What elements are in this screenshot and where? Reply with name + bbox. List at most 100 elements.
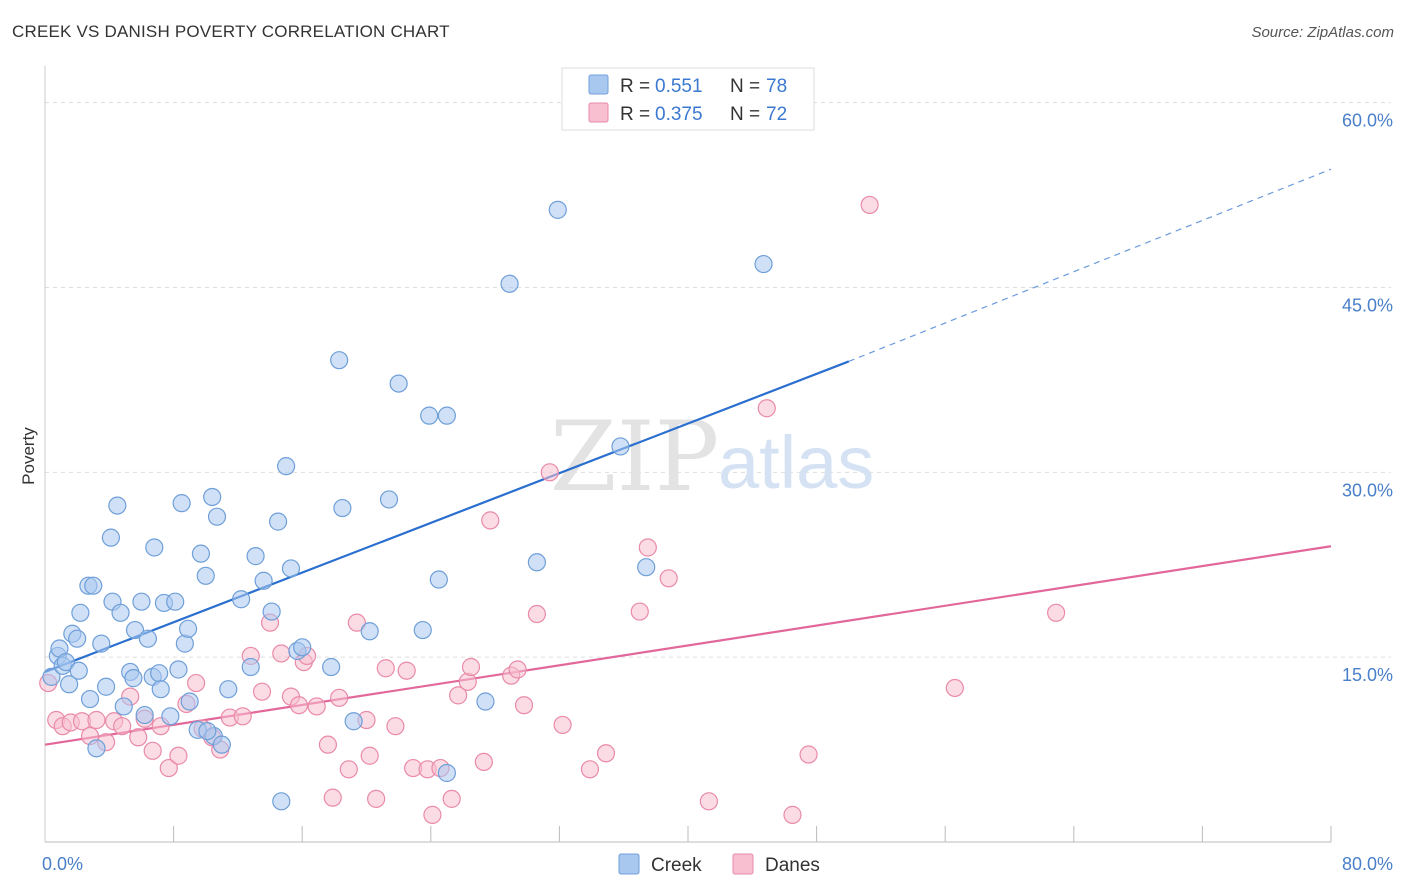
bottom-legend-danes-label: Danes <box>765 855 820 876</box>
watermark-atlas: atlas <box>718 421 874 504</box>
creek-point <box>272 792 291 811</box>
creek-point <box>178 619 198 638</box>
creek-point <box>379 490 399 509</box>
danes-point <box>252 682 272 701</box>
creek-point <box>500 274 519 293</box>
creek-point <box>80 689 100 709</box>
danes-point <box>87 710 106 730</box>
creek-point <box>420 406 439 425</box>
danes-point <box>423 805 442 824</box>
creek-point <box>96 677 116 696</box>
creek-point <box>754 254 773 274</box>
danes-point <box>630 602 649 621</box>
creek-point <box>232 590 251 609</box>
bottom-legend-creek-swatch <box>618 853 640 875</box>
danes-point <box>1047 603 1066 622</box>
creek-point <box>151 680 170 699</box>
trend-layer <box>44 168 1332 746</box>
danes-point <box>330 688 349 707</box>
creek-point <box>68 629 87 648</box>
creek-point <box>437 406 456 425</box>
x-tick-label: 80.0% <box>1342 854 1393 874</box>
creek-point <box>114 697 133 716</box>
danes-point <box>449 686 468 705</box>
source-label: Source: ZipAtlas.com <box>1251 24 1394 41</box>
danes-point <box>508 660 527 679</box>
danes-point <box>659 569 678 588</box>
creek-point <box>360 622 379 641</box>
legend-creek-n-value: 78 <box>766 76 787 97</box>
y-axis-label: Poverty <box>19 427 38 485</box>
creek-trend-extension <box>848 168 1332 362</box>
creek-point <box>111 603 130 622</box>
creek-point <box>196 566 215 585</box>
legend-creek-n-label: N = <box>730 76 760 97</box>
creek-point <box>161 707 180 726</box>
creek-point <box>101 528 121 547</box>
creek-point <box>389 374 408 393</box>
creek-point <box>56 652 75 672</box>
grid-layer <box>45 102 1391 658</box>
creek-point <box>203 487 222 507</box>
danes-point <box>945 678 964 698</box>
creek-point <box>60 675 79 694</box>
creek-point <box>71 603 90 622</box>
creek-point <box>246 547 265 566</box>
watermark-zip: ZIP <box>550 401 719 513</box>
legend-danes-r-value: 0.375 <box>655 104 703 125</box>
danes-point <box>397 661 416 680</box>
danes-point <box>461 657 481 677</box>
creek-point <box>175 634 194 653</box>
x-tick-label: 0.0% <box>42 854 83 874</box>
creek-point <box>344 712 363 731</box>
danes-point <box>458 672 477 691</box>
danes-point <box>527 604 546 624</box>
danes-point <box>272 644 291 663</box>
danes-point <box>580 760 600 779</box>
creek-point <box>281 559 301 578</box>
creek-point <box>132 592 151 611</box>
danes-point <box>289 696 309 715</box>
legend-danes-r-label: R = <box>620 104 650 125</box>
danes-point <box>339 760 358 779</box>
danes-point <box>307 697 326 716</box>
correlation-legend: R = 0.551 N = 78 R = 0.375 N = 72 <box>561 67 815 131</box>
danes-point <box>799 745 818 764</box>
watermark: ZIP atlas <box>550 401 874 513</box>
danes-point <box>474 752 493 772</box>
danes-point <box>540 463 559 482</box>
series-legend: Creek Danes <box>618 853 820 876</box>
danes-point <box>514 696 534 715</box>
creek-point <box>69 661 88 680</box>
danes-point <box>757 399 776 418</box>
danes-point <box>169 746 188 765</box>
danes-point <box>699 792 718 811</box>
creek-point <box>333 498 352 518</box>
danes-point <box>347 613 366 632</box>
creek-point <box>330 351 349 370</box>
legend-danes-n-label: N = <box>730 104 760 125</box>
creek-point <box>92 634 111 653</box>
y-tick-labels: 15.0% 30.0% 45.0% 60.0% <box>1342 111 1393 686</box>
creek-point <box>180 692 199 711</box>
y-tick-label: 60.0% <box>1342 111 1393 131</box>
creek-point <box>322 657 341 677</box>
y-tick-label: 15.0% <box>1342 665 1393 685</box>
creek-point <box>169 660 188 679</box>
creek-point <box>135 705 154 725</box>
creek-point <box>212 735 231 754</box>
danes-point <box>442 789 461 808</box>
creek-point <box>150 664 169 683</box>
danes-point <box>360 746 379 765</box>
danes-point <box>386 717 405 736</box>
points-layer <box>39 195 1066 824</box>
bottom-legend-creek-label: Creek <box>651 855 702 876</box>
danes-point <box>129 728 148 747</box>
danes-point <box>860 195 879 215</box>
creek-point <box>87 739 106 758</box>
danes-point <box>187 673 206 693</box>
danes-point <box>367 789 386 808</box>
creek-point <box>637 558 656 577</box>
creek-point <box>145 538 164 557</box>
danes-point <box>323 788 342 807</box>
